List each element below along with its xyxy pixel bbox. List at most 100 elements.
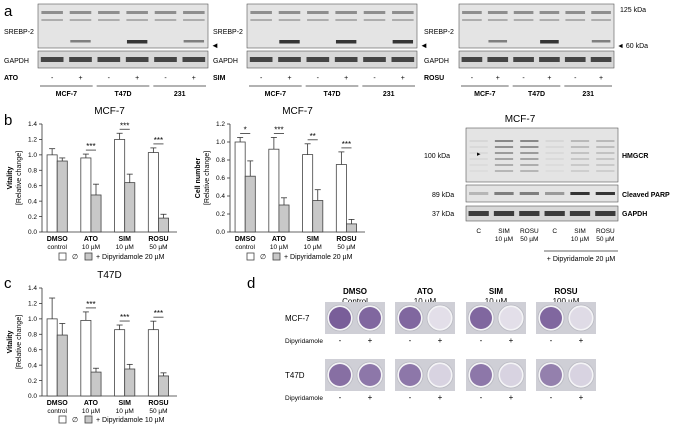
hmgcr-blot: [465, 127, 619, 183]
category-label: DMSO: [47, 400, 69, 407]
cell-line-label: T47D: [528, 91, 545, 98]
label-treatment: ATO: [4, 75, 19, 82]
y-tick-label: 0.6: [28, 347, 37, 354]
y-tick-label: 0.6: [28, 183, 37, 190]
bar: [234, 141, 246, 233]
lane-label: C: [476, 228, 481, 235]
bar: [46, 154, 58, 233]
cell-line-label: MCF-7: [265, 91, 286, 98]
bar: [278, 204, 290, 233]
legend-c: ∅ + Dipyridamole 10 µM: [58, 415, 165, 424]
arrow-60kda: ◄: [211, 41, 219, 50]
y-axis-label: [Relative change]: [16, 151, 23, 205]
y-tick-label: 1.0: [216, 139, 225, 146]
bar: [158, 217, 169, 233]
category-label: 10 µM: [82, 408, 100, 415]
lane-label: C: [552, 228, 557, 235]
y-axis-label: Vitality: [7, 166, 14, 189]
significance-label: ***: [86, 142, 95, 151]
label-srebp2: SREBP-2: [424, 29, 454, 36]
lane-sign: -: [574, 75, 577, 82]
category-label: 10 µM: [270, 244, 288, 251]
stained-colonies: [570, 364, 592, 386]
lane-sign: -: [108, 75, 111, 82]
chart-title: MCF-7: [282, 106, 313, 117]
y-tick-label: 0.0: [216, 229, 225, 236]
bar: [56, 160, 68, 233]
bar: [80, 319, 92, 397]
legend-dipy-swatch: [84, 252, 93, 261]
cell-line-label: 231: [383, 91, 395, 98]
bar: [46, 318, 58, 397]
dipyridamole-sign: -: [339, 393, 342, 402]
panel-a-letter: a: [4, 3, 13, 20]
panel-b-letter: b: [4, 112, 12, 129]
lane-sign: +: [344, 75, 348, 82]
bar: [90, 371, 102, 397]
significance-label: **: [310, 132, 316, 141]
category-label: control: [47, 408, 67, 415]
lane-sign: +: [135, 75, 139, 82]
chart-title: MCF-7: [94, 106, 125, 117]
lane-sign: -: [471, 75, 474, 82]
category-label: ATO: [84, 400, 99, 407]
category-label: control: [235, 244, 255, 251]
dipyridamole-sign: +: [579, 336, 584, 345]
legend-empty-swatch: [58, 415, 67, 424]
y-tick-label: 1.0: [28, 316, 37, 323]
well: [426, 304, 454, 332]
dipyridamole-row-label: Dipyridamole: [285, 395, 323, 402]
y-tick-label: 1.2: [28, 301, 37, 308]
lane-sign: -: [522, 75, 525, 82]
label-gapdh: GAPDH: [622, 211, 647, 218]
category-label: 50 µM: [149, 244, 167, 251]
treatment-dose: 10 µM: [414, 297, 437, 306]
marker-125kda: 125 kDa: [620, 7, 646, 14]
dipyridamole-sign: +: [509, 393, 514, 402]
treatment-dose: Control: [342, 297, 368, 306]
y-tick-label: 0.4: [28, 198, 37, 205]
lane-sign: -: [317, 75, 320, 82]
dipyridamole-row-label: Dipyridamole: [285, 338, 323, 345]
label-hmgcr: HMGCR: [622, 153, 648, 160]
y-tick-label: 0.0: [28, 229, 37, 236]
category-label: 50 µM: [149, 408, 167, 415]
legend-dipy-swatch: [84, 415, 93, 424]
bar: [335, 164, 347, 233]
y-axis-label: [Relative change]: [16, 315, 23, 369]
lane-label: SIM: [574, 228, 586, 235]
hmgcr-arrow: ▸: [477, 151, 481, 158]
treatment-name: ATO: [417, 287, 433, 296]
legend-empty-label: ∅: [72, 254, 78, 261]
category-label: 50 µM: [337, 244, 355, 251]
well: [497, 304, 525, 332]
legend-b-left: ∅ + Dipyridamole 20 µM: [58, 252, 165, 261]
stained-colonies: [329, 307, 351, 329]
chart-b-vitality: MCF-7 0.0 0.2 0.4 0.6 0.8 1.0 1.2 1.4 Vitality [Re…: [7, 106, 177, 251]
dipyridamole-sign: +: [579, 393, 584, 402]
category-label: 10 µM: [304, 244, 322, 251]
dipyridamole-sign: -: [409, 336, 412, 345]
bar: [147, 329, 159, 397]
panel-c-letter: c: [4, 275, 12, 292]
dipyridamole-sign: -: [480, 393, 483, 402]
lane-label: SIM: [498, 228, 510, 235]
category-label: ATO: [272, 236, 287, 243]
lane-sign: +: [78, 75, 82, 82]
y-tick-label: 1.0: [28, 152, 37, 159]
stained-colonies: [540, 364, 562, 386]
category-label: SIM: [118, 400, 131, 407]
panel-b-western-blot: MCF-7 100 kDa ▸ 89 kDa 37 kDa HMGCR Clea…: [424, 114, 670, 263]
category-label: ROSU: [148, 400, 168, 407]
y-tick-label: 0.6: [216, 175, 225, 182]
cell-line-label: MCF-7: [474, 91, 495, 98]
treatment-dose: 100 µM: [553, 297, 580, 306]
label-cleaved-parp: Cleaved PARP: [622, 192, 670, 199]
treatment-dose: 10 µM: [485, 297, 508, 306]
dipyridamole-sign: +: [368, 393, 373, 402]
treatment-name: DMSO: [343, 287, 367, 296]
bar: [56, 334, 68, 397]
chart-b-cell-number: MCF-7 0.0 0.2 0.4 0.6 0.8 1.0 1.2 Cell number [Re…: [195, 106, 365, 251]
y-tick-label: 0.4: [28, 362, 37, 369]
